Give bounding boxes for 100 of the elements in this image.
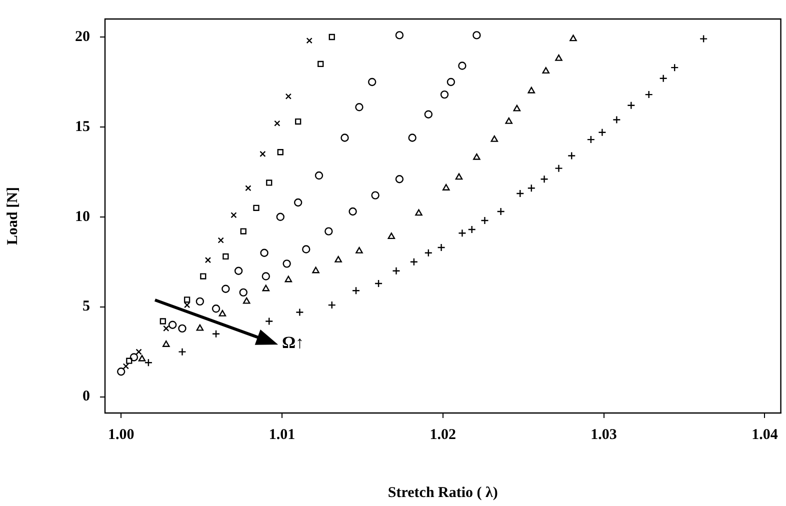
point [468,225,476,234]
point [306,38,312,44]
point [222,284,230,293]
point [160,318,166,324]
point [162,340,170,347]
point [200,273,206,280]
point [340,134,349,142]
point [274,120,280,126]
x-tick-label: 1.03 [590,426,617,443]
point [184,296,190,303]
point [505,117,512,124]
point [230,212,237,218]
point [295,118,302,125]
point [480,216,489,225]
point [355,103,364,112]
y-tick-label: 5 [82,298,90,315]
point [144,358,153,367]
point [277,149,284,156]
point [374,279,383,288]
point [324,227,333,236]
x-tick-label: 1.01 [268,426,296,443]
point [212,304,220,313]
point [328,34,335,40]
point [356,246,363,254]
point [496,207,505,216]
point [196,324,204,331]
point [240,228,246,234]
point [262,272,270,280]
point [168,320,177,329]
y-tick-label: 0 [82,388,90,405]
point [408,134,416,142]
point [136,348,142,355]
point [388,232,396,240]
point [294,198,302,207]
x-tick-label: 1.04 [752,426,778,443]
point [555,54,562,61]
point [395,31,404,40]
point [424,248,433,257]
point [446,78,456,86]
point [699,34,708,43]
point [458,62,466,70]
point [410,258,418,266]
point [266,180,272,186]
point [472,31,481,40]
point [318,60,324,68]
y-tick-label: 15 [75,118,90,135]
point [218,237,224,244]
point [276,212,284,221]
point [178,324,186,333]
point [415,209,422,216]
point [212,330,220,338]
point [239,288,248,297]
point [204,257,212,264]
point [348,207,357,216]
x-axis-title: Stretch Ratio ( λ) [388,484,498,501]
point [282,260,291,268]
point [368,78,376,86]
point [516,189,524,198]
point [222,253,229,260]
point [542,67,550,74]
point [138,354,146,362]
point [184,302,190,308]
point [395,175,404,184]
point [424,110,433,118]
point [473,153,480,160]
point [490,135,498,142]
point [242,297,250,304]
point [312,266,320,274]
point [260,248,268,257]
point [570,34,577,42]
point [122,363,129,370]
point [284,276,292,282]
point [253,204,260,211]
point [234,266,243,275]
point [334,256,342,262]
point [513,104,521,112]
point [262,284,270,292]
point [528,86,536,94]
point [302,245,310,254]
point [440,90,449,99]
point [260,150,266,158]
point [437,243,446,252]
point [196,297,204,306]
point [586,135,596,144]
point [314,171,324,180]
y-axis-title: Load [N] [4,187,21,245]
point [455,173,463,180]
x-tick-label: 1.00 [108,426,134,443]
point [285,93,292,100]
point [371,191,380,200]
y-tick-label: 10 [75,208,90,225]
point [245,185,252,192]
x-tick-label: 1.02 [430,426,456,443]
point [352,286,360,295]
point [218,310,226,316]
point [126,358,132,364]
y-tick-label: 20 [75,28,90,45]
point [130,353,138,362]
point [116,368,126,376]
point [442,184,450,190]
